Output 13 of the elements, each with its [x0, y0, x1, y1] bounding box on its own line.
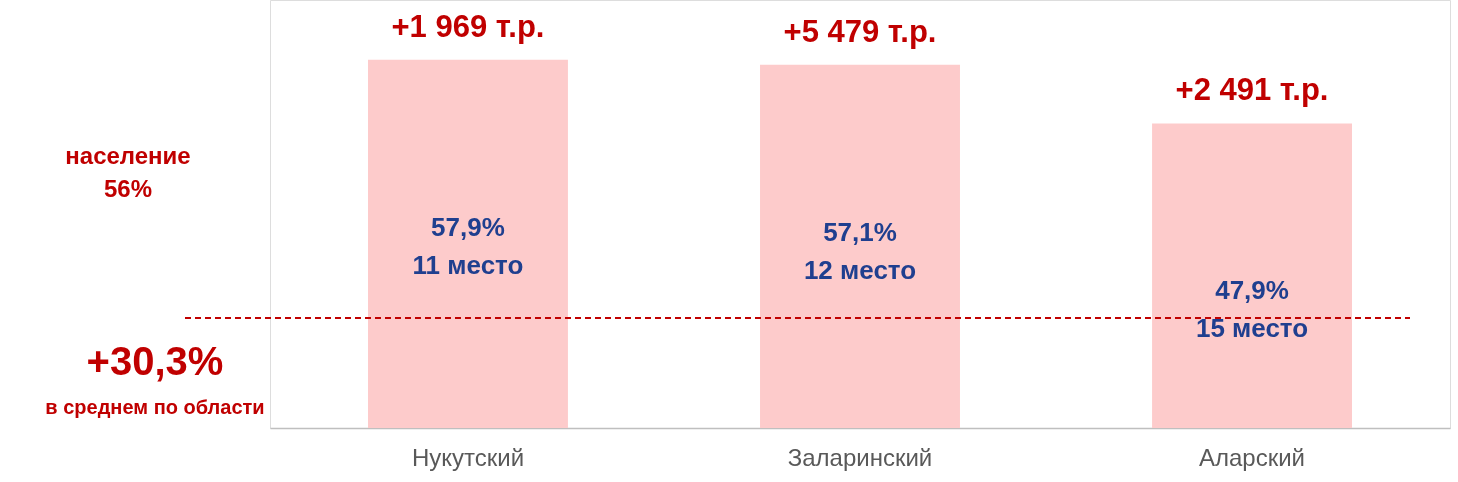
annotation: +1 969 т.р. — [391, 8, 545, 44]
annotation: +5 479 т.р. — [783, 13, 937, 49]
annotation: +2 491 т.р. — [1175, 72, 1329, 108]
text: в среднем по области — [45, 396, 265, 418]
x-tick-label: Нукутский — [411, 443, 525, 471]
data-label: 57,9% 11 место — [412, 211, 524, 280]
data-label: 47,9% 15 место — [1195, 275, 1309, 344]
text: +30,3% — [86, 339, 224, 383]
x-tick-label: Заларинский — [787, 443, 933, 471]
data-label: 57,1% 12 место — [803, 216, 917, 285]
x-tick-label: Аларский — [1199, 443, 1306, 471]
text: население — [65, 142, 191, 169]
text: 56% — [103, 175, 153, 202]
